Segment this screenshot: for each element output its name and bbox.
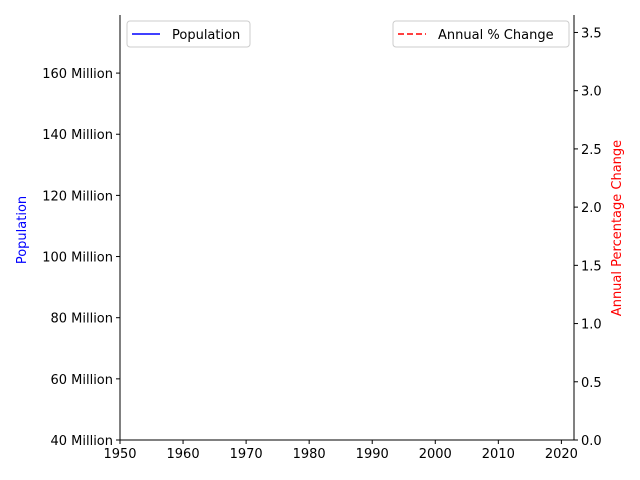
left-y-tick-label-4: 120 Million bbox=[42, 189, 113, 204]
left-y-tick-label-2: 80 Million bbox=[50, 312, 113, 327]
left-y-axis: 40 Million 60 Million 80 Million 100 Millio… bbox=[42, 67, 120, 449]
right-y-tick-label-2: 1.0 bbox=[581, 318, 602, 333]
legend-left: Population bbox=[126, 20, 251, 48]
right-y-axis-label: Annual Percentage Change bbox=[610, 140, 625, 316]
legend-left-box bbox=[126, 20, 251, 48]
right-y-tick-label-0: 0.0 bbox=[581, 434, 602, 449]
right-y-tick-label-4: 2.0 bbox=[581, 201, 602, 216]
x-axis: 1950 1960 1970 1980 1990 2000 2010 2020 bbox=[103, 440, 578, 462]
x-tick-label-1990: 1990 bbox=[356, 447, 389, 462]
legend-right: Annual % Change bbox=[392, 20, 570, 48]
right-y-tick-label-6: 3.0 bbox=[581, 85, 602, 100]
x-tick-label-2020: 2020 bbox=[545, 447, 578, 462]
right-y-axis: 0.0 0.5 1.0 1.5 2.0 2.5 3.0 3.5 bbox=[574, 26, 602, 449]
left-y-tick-label-6: 160 Million bbox=[42, 67, 113, 82]
left-y-tick-label-5: 140 Million bbox=[42, 128, 113, 143]
left-y-tick-label-3: 100 Million bbox=[42, 251, 113, 266]
x-tick-label-1960: 1960 bbox=[167, 447, 200, 462]
legend-right-box bbox=[392, 20, 570, 48]
right-y-tick-label-5: 2.5 bbox=[581, 143, 602, 158]
left-y-tick-label-0: 40 Million bbox=[50, 434, 113, 449]
right-y-tick-label-1: 0.5 bbox=[581, 376, 602, 391]
right-y-tick-label-7: 3.5 bbox=[581, 26, 602, 41]
left-y-axis-label: Population bbox=[15, 196, 30, 264]
x-tick-label-1980: 1980 bbox=[293, 447, 326, 462]
x-tick-label-2000: 2000 bbox=[419, 447, 452, 462]
legend-population-label: Population bbox=[172, 28, 240, 43]
x-tick-label-1950: 1950 bbox=[103, 447, 136, 462]
right-y-tick-label-3: 1.5 bbox=[581, 259, 602, 274]
x-tick-label-2010: 2010 bbox=[482, 447, 515, 462]
left-y-tick-label-1: 60 Million bbox=[50, 373, 113, 388]
legend-annual-change-label: Annual % Change bbox=[438, 28, 554, 43]
x-tick-label-1970: 1970 bbox=[230, 447, 263, 462]
